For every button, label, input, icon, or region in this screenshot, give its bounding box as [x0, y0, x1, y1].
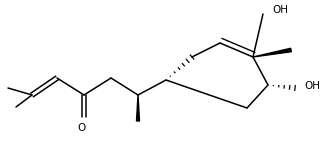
Text: OH: OH	[304, 81, 320, 91]
Polygon shape	[137, 95, 140, 121]
Polygon shape	[253, 48, 291, 57]
Text: O: O	[77, 123, 85, 133]
Text: OH: OH	[272, 5, 288, 15]
